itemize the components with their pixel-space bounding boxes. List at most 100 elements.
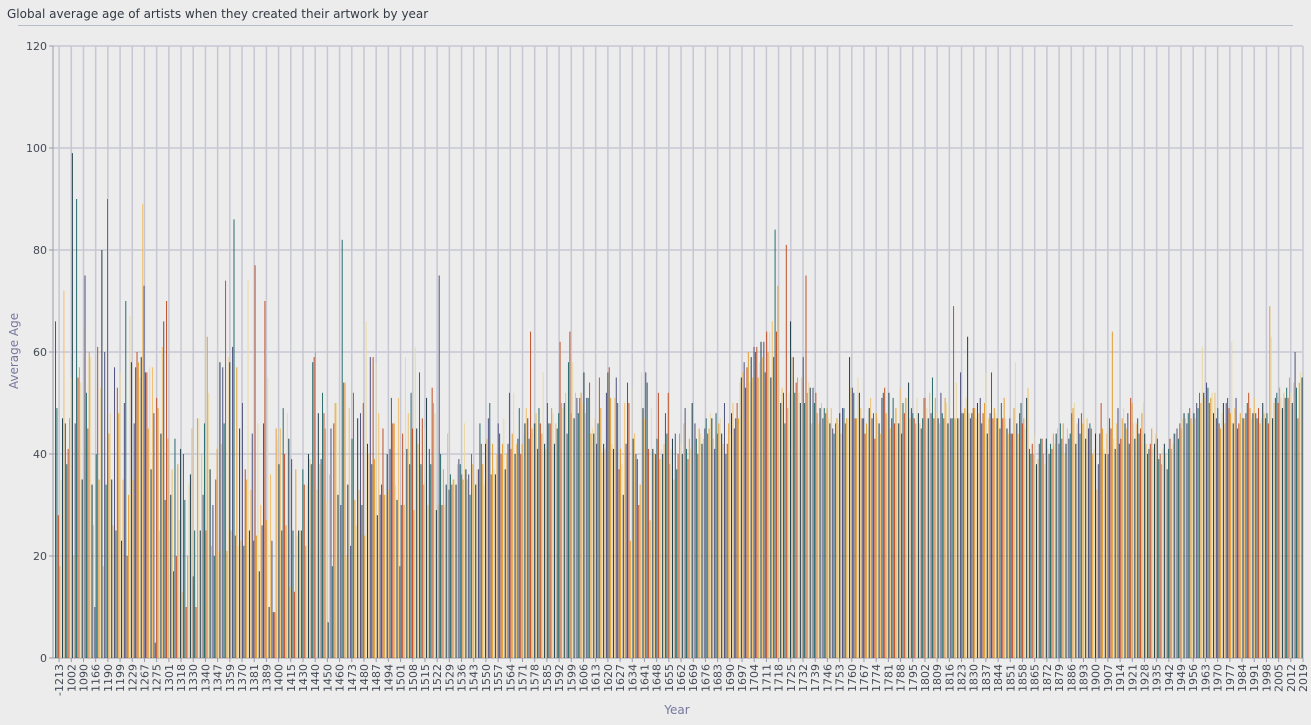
- bar: [664, 413, 666, 658]
- bar: [719, 418, 721, 658]
- bar: [109, 413, 111, 658]
- bar: [704, 428, 706, 658]
- bar: [291, 459, 293, 658]
- x-tick-label: 1774: [870, 664, 883, 692]
- x-tick-label: 1275: [151, 664, 164, 692]
- x-tick-label: 1718: [773, 664, 786, 692]
- bar: [288, 438, 290, 658]
- bar: [139, 377, 141, 658]
- x-axis-title: Year: [663, 703, 689, 717]
- bar: [263, 423, 265, 658]
- bar: [923, 397, 925, 658]
- bar: [260, 505, 262, 658]
- bar: [63, 290, 65, 658]
- bar: [787, 408, 789, 658]
- bar: [1272, 418, 1274, 658]
- bar: [94, 607, 96, 658]
- bar: [424, 428, 426, 658]
- bar: [1040, 438, 1042, 658]
- bar: [801, 377, 803, 658]
- bar: [1114, 448, 1116, 658]
- bar: [1066, 428, 1068, 658]
- bar: [618, 469, 620, 658]
- bar: [305, 545, 307, 658]
- x-tick-label: 1886: [1065, 664, 1078, 692]
- bar: [1044, 464, 1046, 658]
- bar: [362, 403, 364, 658]
- bar: [1279, 387, 1281, 658]
- bar: [816, 413, 818, 658]
- bar: [1037, 459, 1039, 658]
- bar: [409, 464, 411, 658]
- bar: [764, 372, 766, 658]
- bar: [399, 566, 401, 658]
- bar: [965, 397, 967, 658]
- bar: [1258, 408, 1260, 658]
- bar: [1204, 397, 1206, 658]
- bar: [333, 423, 335, 658]
- bar: [69, 418, 71, 658]
- bar: [1096, 489, 1098, 658]
- x-tick-label: 2012: [1285, 664, 1298, 692]
- bar: [874, 438, 876, 658]
- bar: [354, 499, 356, 658]
- x-tick-label: 1879: [1053, 664, 1066, 692]
- bar: [983, 403, 985, 658]
- bar: [278, 464, 280, 658]
- bar: [108, 433, 110, 658]
- bar: [818, 423, 820, 658]
- bar: [1137, 418, 1139, 658]
- bar: [1210, 397, 1212, 658]
- bar: [835, 423, 837, 658]
- bar: [631, 387, 633, 658]
- bar: [1038, 443, 1040, 658]
- bar: [459, 464, 461, 658]
- bar: [444, 505, 446, 658]
- bar: [88, 352, 90, 658]
- bar: [712, 438, 714, 658]
- bar: [435, 510, 437, 658]
- bar: [449, 474, 451, 658]
- bar: [731, 413, 733, 658]
- x-tick-label: 1090: [77, 664, 90, 692]
- bar: [586, 397, 588, 658]
- bar: [471, 454, 473, 658]
- x-tick-label: 1199: [114, 664, 127, 692]
- bar: [652, 448, 654, 658]
- bar: [258, 571, 260, 658]
- bar: [487, 418, 489, 658]
- bar: [319, 464, 321, 658]
- bar: [517, 438, 519, 658]
- bar: [244, 469, 246, 658]
- bar: [146, 372, 148, 658]
- bar: [989, 413, 991, 658]
- bar: [1045, 438, 1047, 658]
- bar: [1241, 408, 1243, 658]
- bar: [493, 469, 495, 658]
- bar: [203, 423, 205, 658]
- bar: [180, 448, 182, 658]
- bar: [1201, 346, 1203, 658]
- bar: [369, 357, 371, 658]
- bar: [993, 408, 995, 658]
- bar: [261, 525, 263, 658]
- x-tick-label: 1809: [931, 664, 944, 692]
- bar: [227, 357, 229, 658]
- bar: [968, 413, 970, 658]
- bar: [324, 428, 326, 658]
- bar: [104, 352, 106, 658]
- bar: [836, 418, 838, 658]
- bar: [545, 448, 547, 658]
- bar: [975, 418, 977, 658]
- bar: [489, 403, 491, 658]
- bar: [806, 392, 808, 658]
- bar: [680, 443, 682, 658]
- bar: [510, 448, 512, 658]
- bar: [780, 403, 782, 658]
- x-tick-label: 1865: [1029, 664, 1042, 692]
- x-tick-label: 1725: [785, 664, 798, 692]
- bar: [1016, 423, 1018, 658]
- bar: [1054, 443, 1056, 658]
- bar: [76, 199, 78, 658]
- bar: [638, 505, 640, 658]
